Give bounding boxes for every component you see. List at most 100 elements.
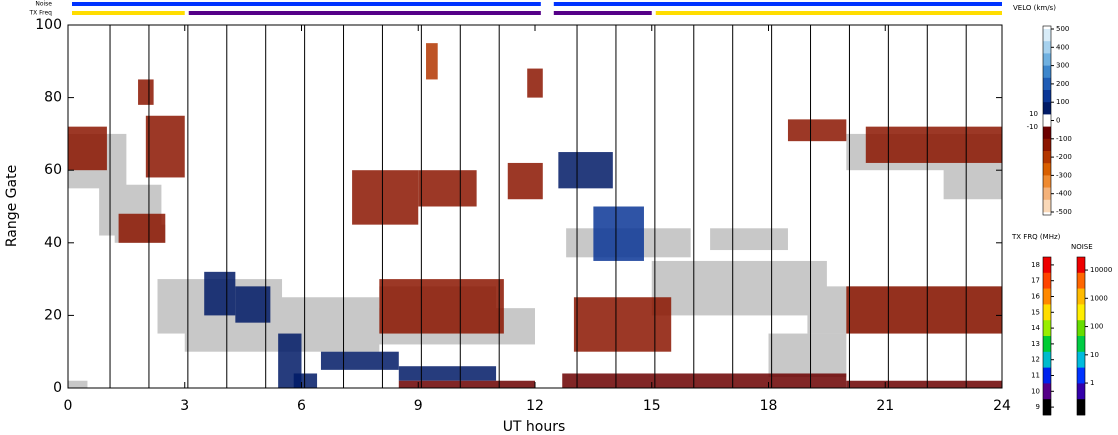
echo-block (558, 152, 613, 189)
scale-color (1043, 399, 1051, 416)
scale-color (1043, 288, 1051, 305)
velocity-tick-label: 0 (1056, 117, 1060, 125)
echo-block (398, 366, 497, 381)
y-tick-label: 20 (44, 307, 62, 323)
scale-tick-label: 100 (1090, 323, 1103, 331)
x-tick-label: 12 (526, 398, 544, 414)
ground-scatter (68, 380, 88, 388)
x-tick-label: 6 (297, 398, 306, 414)
velocity-color (1043, 41, 1051, 54)
echo-block (320, 351, 399, 370)
echo-block (787, 119, 847, 142)
x-tick-label: 9 (414, 398, 423, 414)
velocity-inner-label: 10 (1029, 110, 1038, 118)
scale-tick-label: 1000 (1090, 294, 1108, 302)
scale-tick-label: 18 (1031, 261, 1040, 269)
scale-tick-label: 10 (1031, 387, 1040, 395)
y-tick-label: 60 (44, 162, 62, 178)
velocity-color (1043, 102, 1051, 115)
tx-segment (72, 11, 185, 15)
echo-block (204, 271, 236, 316)
x-tick-label: 15 (643, 398, 661, 414)
velocity-scale-label: VELO (km/s) (1013, 4, 1056, 12)
x-axis-label: UT hours (503, 419, 566, 435)
velocity-tick-label: -100 (1056, 135, 1072, 143)
ground-scatter (943, 162, 1002, 200)
echo-block (507, 162, 543, 200)
velocity-color (1043, 126, 1051, 140)
velocity-color (1043, 77, 1051, 91)
tx-scale-label: TX FRQ (MHz) (1011, 233, 1061, 241)
velocity-inner-label: -10 (1027, 123, 1038, 131)
x-tick-label: 18 (760, 398, 778, 414)
velocity-tick-label: 100 (1056, 98, 1069, 106)
scale-color (1077, 304, 1085, 321)
echo-block (235, 286, 271, 323)
velocity-color (1043, 187, 1051, 201)
scale-color (1043, 272, 1051, 289)
echo-block (398, 380, 535, 388)
echo-block (68, 126, 107, 171)
echo-block (118, 213, 166, 243)
scale-tick-label: 15 (1031, 308, 1040, 316)
scale-tick-label: 16 (1031, 293, 1040, 301)
x-tick-label: 24 (993, 398, 1011, 414)
velocity-tick-label: 300 (1056, 62, 1069, 70)
scale-tick-label: 14 (1031, 324, 1040, 332)
scale-tick-label: 11 (1031, 372, 1040, 380)
velocity-tick-label: -200 (1056, 153, 1072, 161)
y-tick-label: 100 (35, 17, 62, 33)
scale-tick-label: 13 (1031, 340, 1040, 348)
x-tick-label: 21 (876, 398, 894, 414)
tx-segment (188, 11, 541, 15)
ground-scatter (651, 260, 827, 316)
scale-tick-label: 1 (1090, 379, 1094, 387)
tx-bar-label: TX Freq (28, 10, 52, 17)
colorbar-frame (1076, 256, 1086, 416)
echo-block (593, 206, 644, 261)
scale-color (1043, 336, 1051, 353)
scale-color (1043, 304, 1051, 321)
echo-block (145, 115, 185, 178)
velocity-color (1043, 29, 1051, 42)
scale-tick-label: 9 (1036, 403, 1040, 411)
y-tick-label: 0 (53, 380, 62, 396)
y-tick-label: 40 (44, 235, 62, 251)
echo-block (527, 68, 543, 98)
noise-bar-label: Noise (35, 1, 52, 8)
velocity-tick-label: -500 (1056, 208, 1072, 216)
scale-tick-label: 12 (1031, 356, 1040, 364)
noise-segment (553, 2, 1002, 6)
echo-block (426, 43, 438, 80)
ground-scatter (710, 228, 788, 251)
echo-block (418, 170, 477, 207)
scale-color (1043, 257, 1051, 274)
velocity-color (1043, 65, 1051, 79)
echo-block (138, 79, 154, 105)
scale-color (1043, 383, 1051, 400)
echo-block (562, 373, 847, 388)
noise-segment (72, 2, 541, 6)
velocity-color (1043, 138, 1051, 152)
velocity-tick-label: -300 (1056, 171, 1072, 179)
scale-tick-label: 10000 (1090, 266, 1112, 274)
velocity-color (1043, 90, 1051, 103)
echo-block (846, 286, 1002, 334)
scale-tick-label: 10 (1090, 351, 1099, 359)
y-axis-label: Range Gate (4, 165, 20, 247)
velocity-tick-label: 400 (1056, 43, 1069, 51)
colorbar-frame (1042, 256, 1052, 416)
velocity-color (1043, 151, 1051, 164)
velocity-color (1043, 199, 1051, 213)
scale-color (1043, 320, 1051, 337)
scale-color (1077, 257, 1085, 274)
echo-block (293, 373, 318, 388)
scale-color (1077, 272, 1085, 289)
scale-tick-label: 17 (1031, 277, 1040, 285)
echo-block (573, 297, 672, 352)
echo-block (846, 380, 1002, 388)
scale-color (1077, 320, 1085, 337)
scale-color (1077, 288, 1085, 305)
ground-scatter (768, 333, 847, 378)
